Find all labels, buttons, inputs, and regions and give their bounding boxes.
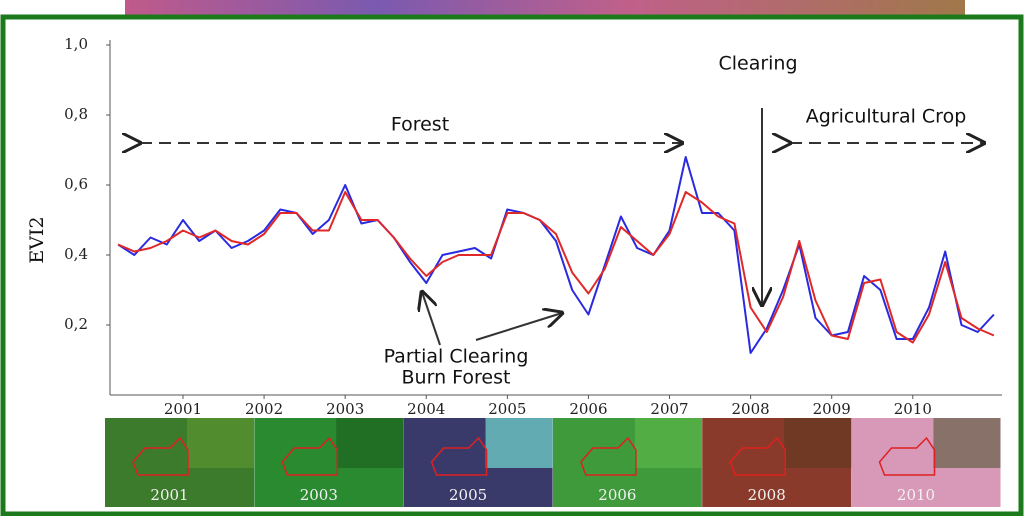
x-tick-label: 2001 xyxy=(164,400,202,418)
thumbnail-label: 2008 xyxy=(748,486,786,504)
thumbnail-part xyxy=(187,418,254,468)
annotation: Clearing xyxy=(718,53,797,75)
series-line xyxy=(118,192,994,343)
x-tick-label: 2003 xyxy=(326,400,364,418)
top-strip xyxy=(125,0,965,15)
page: {"chart_data": {"type": "line", "y_label… xyxy=(0,0,1024,516)
thumbnail-label: 2003 xyxy=(300,486,338,504)
x-tick-label: 2009 xyxy=(813,400,851,418)
thumbnail-label: 2010 xyxy=(897,486,935,504)
y-tick-label: 1,0 xyxy=(64,35,88,53)
x-tick-label: 2002 xyxy=(245,400,283,418)
thumbnail-part xyxy=(784,418,851,468)
thumbnail-label: 2005 xyxy=(449,486,487,504)
thumbnail-part xyxy=(486,418,553,468)
thumbnail-part xyxy=(336,418,403,468)
annotation: Agricultural Crop xyxy=(806,106,967,128)
x-tick-label: 2008 xyxy=(732,400,770,418)
annotation: Partial Clearing xyxy=(384,346,529,368)
thumbnail-part xyxy=(933,418,1000,468)
x-tick-label: 2006 xyxy=(569,400,607,418)
x-tick-label: 2005 xyxy=(488,400,526,418)
partial-arrow xyxy=(422,292,440,345)
annotation: Forest xyxy=(391,114,449,136)
chart: EVI2 Forest Clearing Agricultural Crop P… xyxy=(0,0,1024,516)
thumbnail-label: 2006 xyxy=(598,486,636,504)
y-tick-label: 0,4 xyxy=(64,245,88,263)
x-tick-label: 2007 xyxy=(650,400,688,418)
y-tick-label: 0,8 xyxy=(64,105,88,123)
annotation: Burn Forest xyxy=(402,367,511,389)
y-axis-label: EVI2 xyxy=(26,216,48,263)
thumbnail-part xyxy=(635,418,702,468)
x-tick-label: 2010 xyxy=(894,400,932,418)
x-tick-label: 2004 xyxy=(407,400,445,418)
thumbnails: 2001 2003 2005 2006 2008 2010 xyxy=(105,418,1001,507)
y-tick-label: 0,6 xyxy=(64,175,88,193)
y-tick-label: 0,2 xyxy=(64,315,88,333)
series-line xyxy=(118,157,994,353)
burn-arrow xyxy=(476,313,562,340)
thumbnail-label: 2001 xyxy=(150,486,188,504)
